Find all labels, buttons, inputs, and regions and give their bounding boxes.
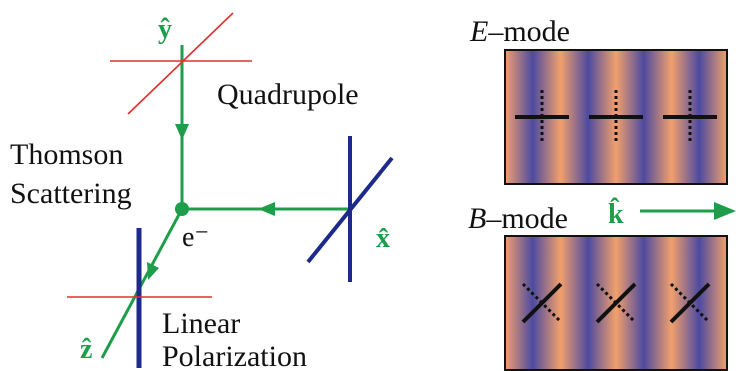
scattering-geometry <box>67 12 394 368</box>
b-mode-cross-3 <box>669 282 711 324</box>
y-axis-label: ŷ <box>158 14 172 45</box>
b-mode-cross-2 <box>595 282 637 324</box>
e-mode-suffix: –mode <box>487 15 570 48</box>
e-mode-title: E–mode <box>469 15 570 48</box>
z-axis-label: ẑ <box>80 334 92 365</box>
b-mode-cross-1 <box>521 282 563 324</box>
quadrupole-top-diagonal <box>127 12 234 115</box>
e-mode-patterns <box>515 90 717 144</box>
linear-label: Linear <box>162 307 240 340</box>
x-polarization-diagonal <box>306 156 394 264</box>
thomson-label: Thomson <box>10 138 123 171</box>
e-mode-plus-2 <box>589 90 643 144</box>
b-mode-dotted-bar <box>595 282 637 324</box>
z-axis-arrow-icon <box>147 262 159 280</box>
b-mode-dotted-bar <box>669 282 711 324</box>
b-mode-suffix: –mode <box>485 202 568 235</box>
e-mode-plus-3 <box>663 90 717 144</box>
x-axis-label: x̂ <box>376 223 390 254</box>
b-mode-letter: B <box>468 202 486 235</box>
b-mode-dotted-bar <box>521 282 563 324</box>
scattering-label: Scattering <box>10 177 132 210</box>
electron-label: e⁻ <box>182 222 209 253</box>
k-vector-label: k̂ <box>608 197 624 230</box>
x-axis-arrow-icon <box>258 202 275 216</box>
e-mode-plus-1 <box>515 90 569 144</box>
polarization-label: Polarization <box>162 340 307 371</box>
b-mode-title: B–mode <box>468 202 568 235</box>
electron-dot <box>175 202 189 216</box>
z-axis-line <box>100 208 184 359</box>
b-mode-patterns <box>521 282 711 324</box>
e-mode-letter: E <box>469 15 488 48</box>
k-vector-arrow-icon <box>714 202 736 220</box>
quadrupole-label: Quadrupole <box>217 78 359 111</box>
y-axis-arrow-icon <box>175 124 189 140</box>
